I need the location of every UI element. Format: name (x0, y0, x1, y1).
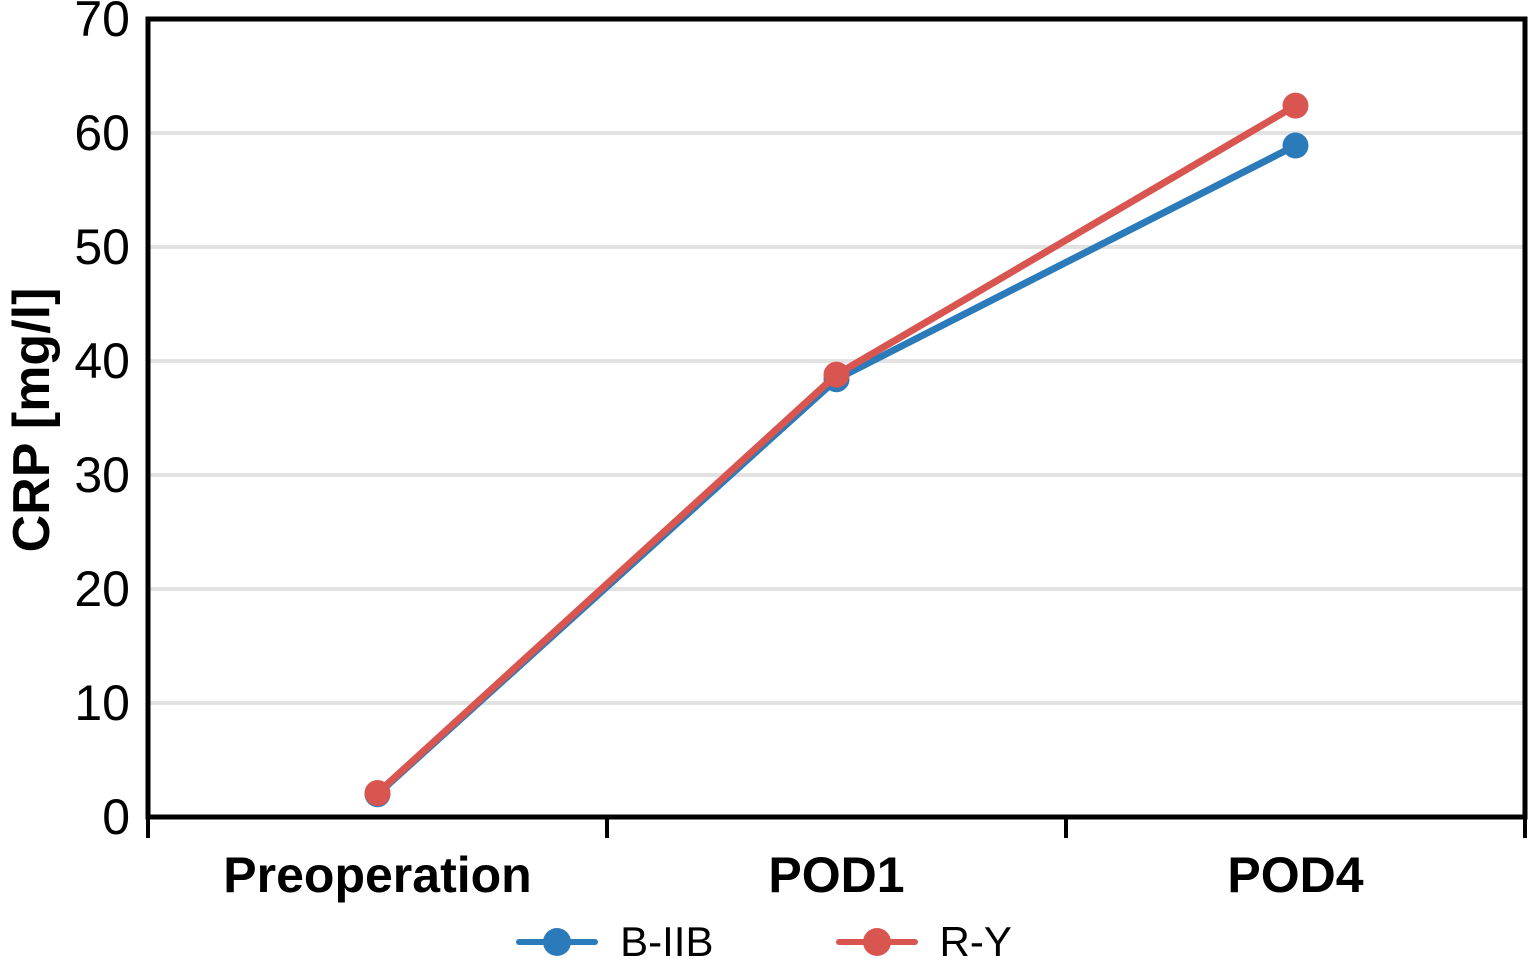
y-tick-label-60: 60 (74, 105, 130, 161)
series-line-B-IIB (375, 142, 1298, 797)
y-tick-label-0: 0 (102, 789, 130, 845)
legend: B-IIB R-Y (0, 918, 1528, 965)
x-category-label-POD1: POD1 (768, 847, 905, 903)
y-tick-label-40: 40 (74, 333, 130, 389)
legend-label-b-iib: B-IIB (620, 917, 714, 965)
plot-border (145, 16, 1528, 820)
series-line-R-Y (375, 102, 1298, 796)
data-point-B-IIB-POD4 (1282, 132, 1309, 159)
y-tick-label-30: 30 (74, 447, 130, 503)
legend-dot-b-iib (543, 927, 572, 956)
x-category-label-Preoperation: Preoperation (223, 847, 532, 903)
line-marker-icon (516, 927, 599, 956)
data-point-R-Y-POD1 (823, 361, 850, 388)
x-category-label-POD4: POD4 (1227, 847, 1364, 903)
y-tick-label-50: 50 (74, 219, 130, 275)
legend-label-r-y: R-Y (939, 917, 1012, 965)
data-point-R-Y-POD4 (1282, 92, 1309, 119)
y-tick-label-20: 20 (74, 561, 130, 617)
legend-item-r-y: R-Y (835, 917, 1012, 965)
data-point-R-Y-Preoperation (364, 780, 391, 807)
legend-item-b-iib: B-IIB (516, 917, 714, 965)
y-tick-label-70: 70 (74, 0, 130, 47)
legend-dot-r-y (862, 927, 891, 956)
y-tick-label-10: 10 (74, 675, 130, 731)
line-marker-icon (835, 927, 918, 956)
